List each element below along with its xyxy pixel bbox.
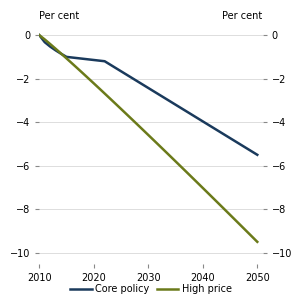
High price xyxy=(86,76,90,80)
High price xyxy=(217,202,221,206)
High price xyxy=(103,92,107,95)
Core policy xyxy=(114,66,117,70)
High price xyxy=(65,57,68,60)
High price xyxy=(245,229,248,233)
Core policy xyxy=(86,58,90,61)
Legend: Core policy, High price: Core policy, High price xyxy=(66,280,236,298)
High price xyxy=(228,213,232,217)
High price xyxy=(157,144,161,147)
High price xyxy=(59,52,63,55)
High price xyxy=(136,123,139,126)
High price xyxy=(190,175,194,179)
Core policy xyxy=(185,110,188,113)
Core policy xyxy=(98,59,101,62)
Core policy xyxy=(81,57,85,61)
Core policy xyxy=(245,146,248,150)
Line: Core policy: Core policy xyxy=(39,35,257,155)
High price xyxy=(146,133,150,137)
High price xyxy=(119,107,123,111)
High price xyxy=(141,128,145,132)
Core policy xyxy=(207,123,210,127)
High price xyxy=(168,154,172,158)
Text: Per cent: Per cent xyxy=(223,11,263,21)
Core policy xyxy=(179,106,183,110)
Core policy xyxy=(146,86,150,90)
High price xyxy=(174,159,177,163)
Core policy xyxy=(59,52,63,55)
Core policy xyxy=(43,40,47,44)
Core policy xyxy=(65,55,68,59)
Core policy xyxy=(234,140,237,143)
Core policy xyxy=(48,45,52,48)
High price xyxy=(70,62,74,65)
High price xyxy=(114,102,117,105)
Line: High price: High price xyxy=(39,35,257,242)
High price xyxy=(195,181,199,185)
High price xyxy=(163,149,166,153)
High price xyxy=(98,87,101,90)
Core policy xyxy=(125,73,128,76)
Core policy xyxy=(108,63,112,66)
Core policy xyxy=(54,48,57,52)
Core policy xyxy=(76,56,79,60)
Core policy xyxy=(174,103,177,106)
Core policy xyxy=(239,143,243,147)
Core policy xyxy=(103,59,107,63)
Core policy xyxy=(250,150,254,153)
High price xyxy=(239,224,243,228)
Core policy xyxy=(201,120,204,123)
High price xyxy=(179,165,183,168)
Core policy xyxy=(157,93,161,96)
Text: Per cent: Per cent xyxy=(39,11,79,21)
High price xyxy=(125,112,128,116)
Core policy xyxy=(190,113,194,117)
High price xyxy=(201,186,204,190)
Core policy xyxy=(70,56,74,59)
High price xyxy=(250,235,254,238)
Core policy xyxy=(168,99,172,103)
High price xyxy=(37,33,41,37)
Core policy xyxy=(195,116,199,120)
Core policy xyxy=(223,133,226,137)
High price xyxy=(130,118,134,121)
High price xyxy=(212,197,216,201)
Core policy xyxy=(228,136,232,140)
High price xyxy=(92,82,95,85)
High price xyxy=(185,170,188,174)
Core policy xyxy=(152,89,156,93)
Core policy xyxy=(141,83,145,86)
Core policy xyxy=(119,69,123,73)
High price xyxy=(223,208,226,211)
Core policy xyxy=(130,76,134,80)
High price xyxy=(108,97,112,101)
High price xyxy=(207,191,210,195)
Core policy xyxy=(163,96,166,100)
High price xyxy=(255,240,259,244)
High price xyxy=(152,138,156,142)
High price xyxy=(54,47,57,51)
High price xyxy=(43,38,47,41)
Core policy xyxy=(217,130,221,133)
High price xyxy=(76,66,79,70)
High price xyxy=(234,218,237,222)
Core policy xyxy=(92,58,95,62)
Core policy xyxy=(255,153,259,157)
Core policy xyxy=(212,126,216,130)
Core policy xyxy=(37,33,41,37)
High price xyxy=(81,72,85,75)
High price xyxy=(48,42,52,46)
Core policy xyxy=(136,79,139,83)
